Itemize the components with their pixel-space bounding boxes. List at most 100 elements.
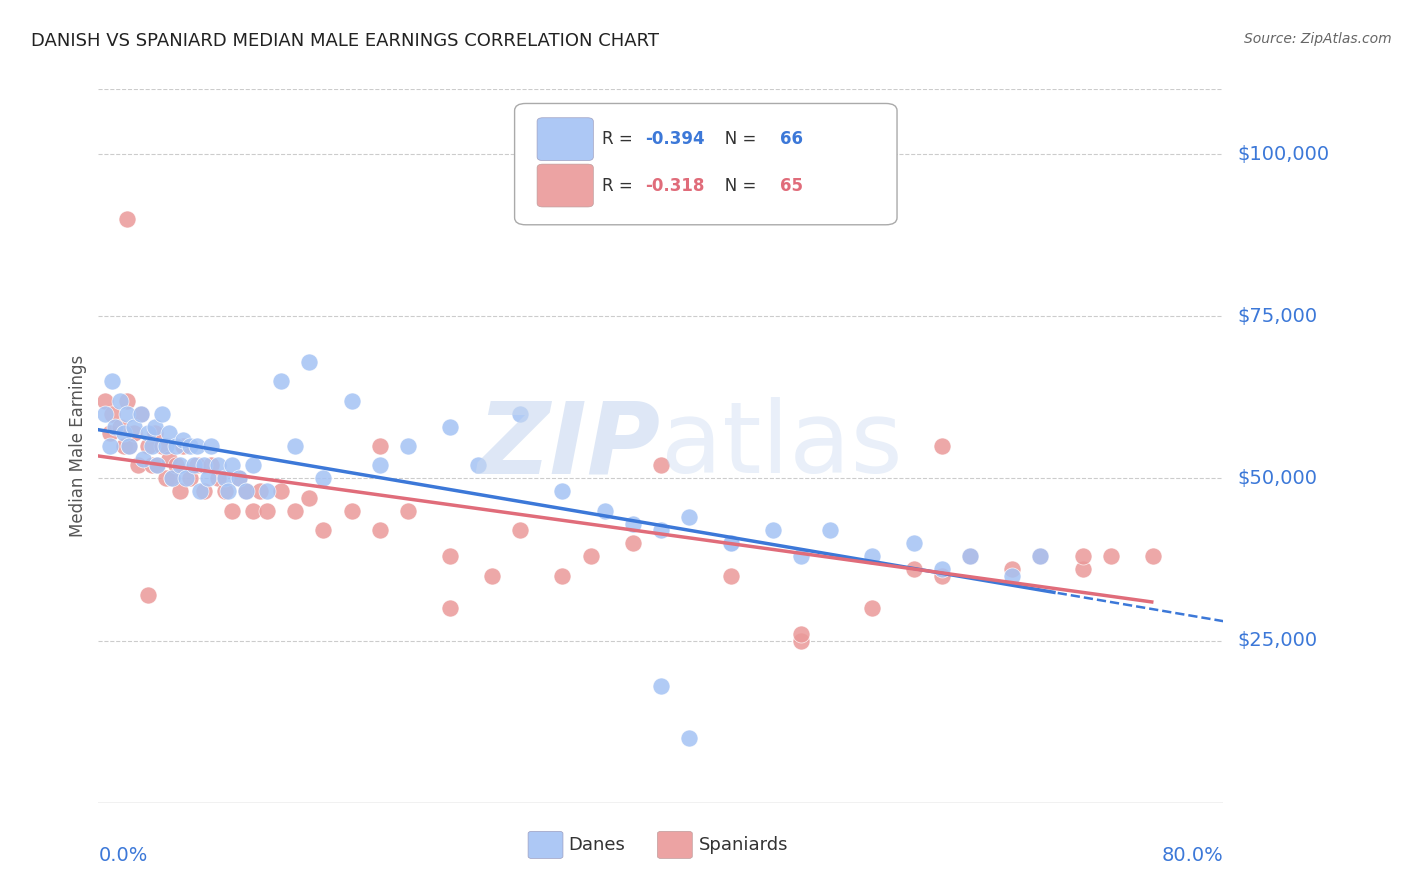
Text: ZIP: ZIP <box>478 398 661 494</box>
Danes <box>650 679 672 693</box>
Danes <box>678 731 700 745</box>
Spaniards <box>200 458 222 473</box>
Spaniards <box>1071 562 1094 576</box>
Danes <box>172 433 194 447</box>
Spaniards <box>312 524 335 538</box>
FancyBboxPatch shape <box>658 831 692 858</box>
Spaniards <box>790 633 813 648</box>
Danes <box>720 536 742 550</box>
Spaniards <box>368 524 391 538</box>
Spaniards <box>650 458 672 473</box>
Danes <box>188 484 211 499</box>
Spaniards <box>368 439 391 453</box>
Danes <box>108 393 131 408</box>
Danes <box>903 536 925 550</box>
Danes <box>115 407 138 421</box>
Danes <box>509 407 531 421</box>
Danes <box>132 452 155 467</box>
Text: $50,000: $50,000 <box>1237 469 1317 488</box>
Spaniards <box>720 568 742 582</box>
Danes <box>157 425 180 440</box>
Danes <box>141 439 163 453</box>
Danes <box>256 484 278 499</box>
Text: 65: 65 <box>780 177 803 194</box>
Spaniards <box>551 568 574 582</box>
Danes <box>150 407 173 421</box>
Danes <box>242 458 264 473</box>
Spaniards <box>115 393 138 408</box>
Spaniards <box>112 439 135 453</box>
Spaniards <box>959 549 981 564</box>
Spaniards <box>621 536 644 550</box>
Danes <box>98 439 121 453</box>
Spaniards <box>193 484 215 499</box>
Spaniards <box>579 549 602 564</box>
Danes <box>298 354 321 368</box>
Spaniards <box>129 407 152 421</box>
Danes <box>112 425 135 440</box>
Danes <box>94 407 117 421</box>
Danes <box>621 516 644 531</box>
Spaniards <box>509 524 531 538</box>
Spaniards <box>1099 549 1122 564</box>
Danes <box>165 439 187 453</box>
Text: N =: N = <box>709 177 762 194</box>
Text: atlas: atlas <box>661 398 903 494</box>
Text: R =: R = <box>602 177 638 194</box>
Danes <box>284 439 307 453</box>
Danes <box>720 536 742 550</box>
Spaniards <box>1142 549 1164 564</box>
Spaniards <box>256 504 278 518</box>
Spaniards <box>931 439 953 453</box>
Danes <box>200 439 222 453</box>
Text: $75,000: $75,000 <box>1237 307 1317 326</box>
Danes <box>678 510 700 524</box>
Danes <box>118 439 141 453</box>
Danes <box>593 504 616 518</box>
Y-axis label: Median Male Earnings: Median Male Earnings <box>69 355 87 537</box>
Text: 0.0%: 0.0% <box>98 846 148 864</box>
Danes <box>312 471 335 485</box>
Text: Spaniards: Spaniards <box>699 836 789 854</box>
Text: -0.394: -0.394 <box>645 130 704 148</box>
Danes <box>186 439 208 453</box>
Spaniards <box>790 627 813 641</box>
Spaniards <box>242 504 264 518</box>
Spaniards <box>118 439 141 453</box>
Danes <box>650 524 672 538</box>
Spaniards <box>284 504 307 518</box>
Text: Danes: Danes <box>568 836 626 854</box>
Danes <box>143 419 166 434</box>
Spaniards <box>903 562 925 576</box>
Spaniards <box>1071 549 1094 564</box>
Spaniards <box>228 471 250 485</box>
Danes <box>762 524 785 538</box>
Spaniards <box>169 484 191 499</box>
Spaniards <box>270 484 292 499</box>
Danes <box>396 439 419 453</box>
Spaniards <box>1001 562 1024 576</box>
Danes <box>101 374 124 388</box>
Spaniards <box>115 211 138 226</box>
Text: 66: 66 <box>780 130 803 148</box>
Danes <box>217 484 239 499</box>
Danes <box>214 471 236 485</box>
Danes <box>146 458 169 473</box>
Spaniards <box>150 439 173 453</box>
Danes <box>1029 549 1052 564</box>
Danes <box>467 458 489 473</box>
Danes <box>169 458 191 473</box>
Spaniards <box>136 588 159 602</box>
Spaniards <box>235 484 257 499</box>
Spaniards <box>439 601 461 615</box>
Danes <box>193 458 215 473</box>
Spaniards <box>439 549 461 564</box>
Spaniards <box>931 568 953 582</box>
Spaniards <box>221 504 243 518</box>
Danes <box>122 419 145 434</box>
FancyBboxPatch shape <box>537 118 593 161</box>
Text: Source: ZipAtlas.com: Source: ZipAtlas.com <box>1244 32 1392 46</box>
Danes <box>174 471 197 485</box>
Spaniards <box>141 458 163 473</box>
Spaniards <box>1029 549 1052 564</box>
